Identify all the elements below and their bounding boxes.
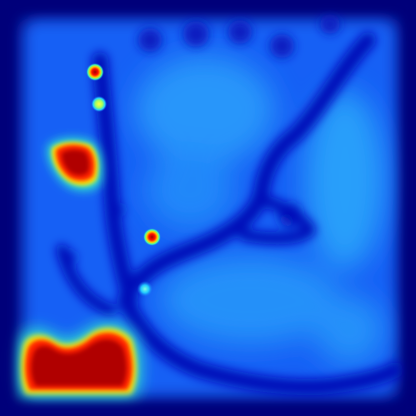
upper-left-blob bbox=[47, 138, 102, 191]
small-hotspots bbox=[86, 63, 161, 297]
small-spot-yellow bbox=[91, 96, 107, 112]
small-spot-middle bbox=[143, 228, 161, 246]
small-spot-cyan bbox=[137, 281, 153, 297]
light-regions bbox=[135, 55, 385, 365]
large-bottom-left-blob bbox=[17, 323, 141, 398]
small-spot-top bbox=[86, 63, 104, 81]
